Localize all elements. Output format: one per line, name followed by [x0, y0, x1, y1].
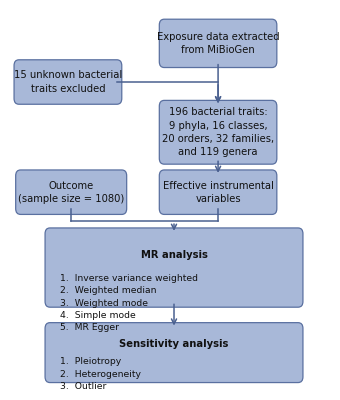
- Text: Outcome
(sample size = 1080): Outcome (sample size = 1080): [18, 180, 124, 204]
- Text: MR analysis: MR analysis: [140, 250, 207, 260]
- Text: Effective instrumental
variables: Effective instrumental variables: [163, 180, 273, 204]
- Text: 15 unknown bacterial
traits excluded: 15 unknown bacterial traits excluded: [14, 70, 122, 94]
- FancyBboxPatch shape: [159, 170, 277, 214]
- FancyBboxPatch shape: [159, 19, 277, 68]
- FancyBboxPatch shape: [159, 100, 277, 164]
- FancyBboxPatch shape: [14, 60, 122, 104]
- FancyBboxPatch shape: [45, 228, 303, 307]
- FancyBboxPatch shape: [45, 323, 303, 382]
- Text: 1.  Inverse variance weighted
2.  Weighted median
3.  Weighted mode
4.  Simple m: 1. Inverse variance weighted 2. Weighted…: [60, 274, 198, 332]
- Text: Exposure data extracted
from MiBioGen: Exposure data extracted from MiBioGen: [157, 32, 279, 55]
- Text: 196 bacterial traits:
9 phyla, 16 classes,
20 orders, 32 families,
and 119 gener: 196 bacterial traits: 9 phyla, 16 classe…: [162, 108, 274, 157]
- Text: 1.  Pleiotropy
2.  Heterogeneity
3.  Outlier: 1. Pleiotropy 2. Heterogeneity 3. Outlie…: [60, 358, 141, 391]
- FancyBboxPatch shape: [16, 170, 127, 214]
- Text: Sensitivity analysis: Sensitivity analysis: [119, 339, 229, 349]
